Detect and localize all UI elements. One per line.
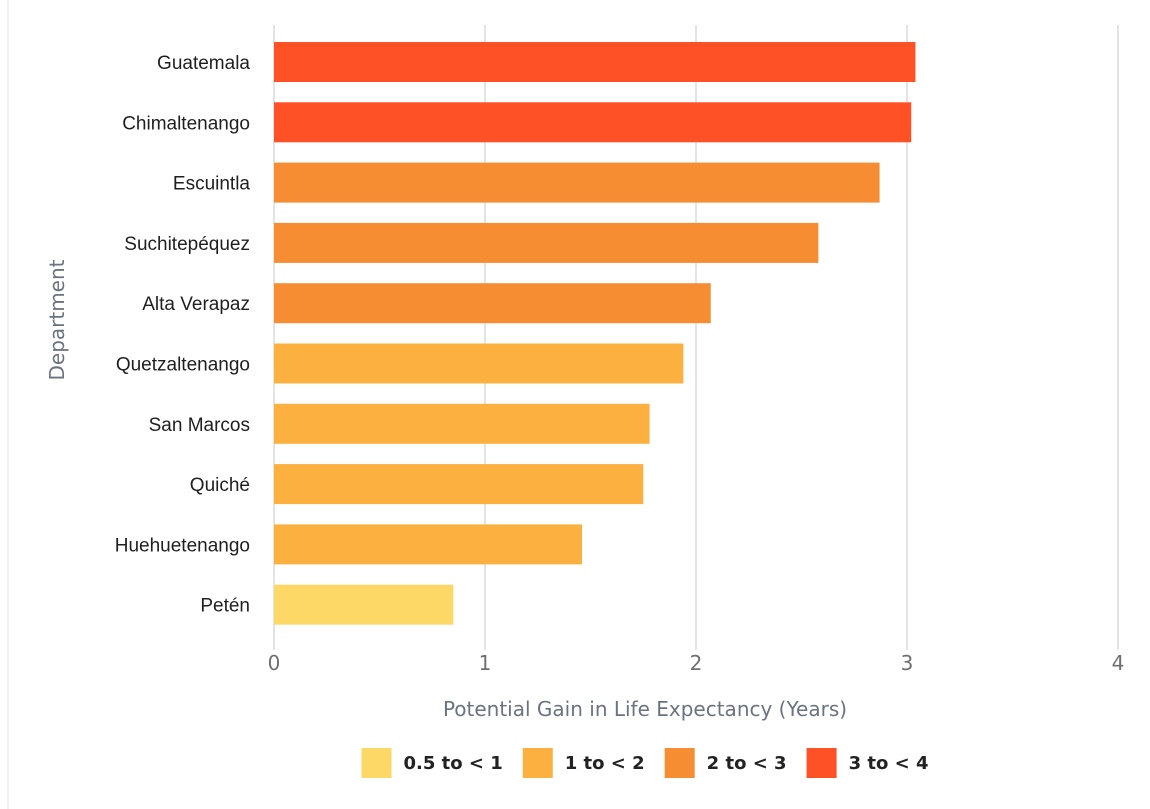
bar (274, 584, 454, 625)
legend-label: 0.5 to < 1 (404, 753, 503, 774)
legend-label: 3 to < 4 (849, 753, 929, 774)
category-label: Quiché (190, 475, 250, 496)
x-tick-label: 0 (268, 651, 281, 675)
legend-swatch (522, 748, 553, 778)
bar (274, 524, 583, 565)
y-axis-title: Department (45, 259, 69, 380)
category-label: Escuintla (173, 174, 251, 195)
category-label: Quetzaltenango (116, 355, 250, 376)
category-label: Huehuetenango (115, 535, 250, 556)
legend-swatch (664, 748, 695, 778)
category-label: Guatemala (157, 53, 250, 74)
x-tick-labels: 0 1 2 3 4 (268, 651, 1125, 675)
category-label: Petén (200, 596, 250, 617)
legend-label: 2 to < 3 (707, 753, 787, 774)
legend-swatch (361, 748, 392, 778)
legend-label: 1 to < 2 (565, 753, 645, 774)
bars-layer (274, 42, 916, 625)
bar (274, 42, 916, 82)
bar (274, 222, 819, 263)
category-label: Suchitepéquez (124, 234, 250, 255)
x-tick-label: 3 (901, 651, 914, 675)
bar (274, 283, 711, 324)
legend: 0.5 to < 1 1 to < 2 2 to < 3 3 to < 4 (361, 748, 929, 778)
x-tick-label: 2 (690, 651, 703, 675)
bar (274, 403, 650, 444)
bar (274, 162, 880, 203)
category-label: San Marcos (149, 415, 250, 436)
bar (274, 343, 684, 384)
x-axis-title: Potential Gain in Life Expectancy (Years… (443, 697, 847, 721)
category-labels: Guatemala Chimaltenango Escuintla Suchitepé… (115, 53, 251, 617)
category-label: Chimaltenango (122, 113, 250, 134)
bar (274, 102, 912, 143)
legend-swatch (806, 748, 837, 778)
x-tick-label: 4 (1112, 651, 1125, 675)
x-tick-label: 1 (479, 651, 492, 675)
category-label: Alta Verapaz (142, 294, 250, 315)
bar (274, 464, 644, 505)
